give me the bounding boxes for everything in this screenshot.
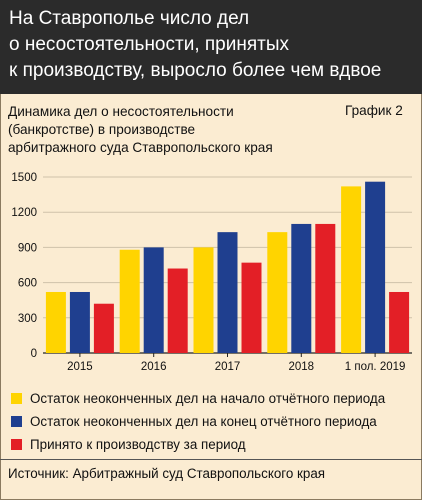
bar: [291, 223, 312, 353]
source-note: Источник: Арбитражный суд Ставропольског…: [8, 466, 326, 481]
x-tick-label: 2015: [67, 361, 93, 373]
bar: [267, 232, 288, 353]
x-tick-label: 2016: [141, 361, 167, 373]
bar: [241, 262, 262, 353]
subtitle-line: (банкротстве) в производстве: [8, 122, 196, 137]
bar: [93, 303, 114, 353]
tick-layer: 0 300 600 900 1200 1500 2015 2016 2017 2018 1 пол.…: [11, 172, 405, 373]
legend-label: Остаток неоконченных дел на конец отчётн…: [30, 414, 377, 429]
y-tick-label: 0: [31, 348, 37, 360]
legend-swatch-yellow: [11, 393, 22, 404]
bar-chart: 0 300 600 900 1200 1500 2015 2016 2017 2018 1 пол.…: [11, 172, 412, 373]
bar: [217, 232, 238, 353]
chart-subtitle: Динамика дел о несостоятельности (банкро…: [8, 103, 328, 157]
header-title-line: На Ставрополье число дел: [9, 8, 250, 29]
legend-swatch-blue: [11, 416, 22, 427]
subtitle-line: арбитражного суда Ставропольского края: [8, 140, 273, 155]
x-tick-label: 2017: [215, 361, 241, 373]
header-bar: На Ставрополье число дел о несостоятельн…: [0, 0, 422, 94]
bar: [69, 291, 90, 353]
bar: [341, 186, 362, 353]
legend: Остаток неоконченных дел на начало отчёт…: [8, 390, 418, 459]
legend-item: Остаток неоконченных дел на начало отчёт…: [8, 390, 418, 413]
y-tick-label: 900: [18, 242, 37, 254]
y-tick-label: 300: [18, 313, 37, 325]
header-title-line: о несостоятельности, принятых: [9, 34, 289, 55]
legend-label: Принято к производству за период: [30, 437, 246, 452]
legend-label: Остаток неоконченных дел на начало отчёт…: [30, 391, 386, 406]
bar: [143, 247, 164, 353]
bar: [315, 223, 336, 353]
y-tick-label: 1200: [11, 207, 37, 219]
bar: [119, 249, 140, 353]
bar: [365, 181, 386, 353]
divider: [0, 459, 422, 460]
bar-layer: [45, 181, 410, 353]
chart-number-label: График 2: [345, 103, 403, 118]
bar: [167, 268, 188, 353]
y-tick-label: 600: [18, 278, 37, 290]
subtitle-line: Динамика дел о несостоятельности: [8, 104, 234, 119]
bar: [389, 291, 410, 353]
x-tick-label: 1 пол. 2019: [345, 361, 406, 373]
y-tick-label: 1500: [11, 172, 37, 184]
legend-swatch-red: [11, 439, 22, 450]
legend-item: Принято к производству за период: [8, 436, 418, 459]
header-title-line: к производству, выросло более чем вдвое: [9, 60, 382, 81]
header-title: На Ставрополье число дел о несостоятельн…: [9, 6, 409, 84]
bar: [193, 247, 214, 353]
legend-item: Остаток неоконченных дел на конец отчётн…: [8, 413, 418, 436]
bar: [45, 291, 66, 353]
x-tick-label: 2018: [289, 361, 315, 373]
